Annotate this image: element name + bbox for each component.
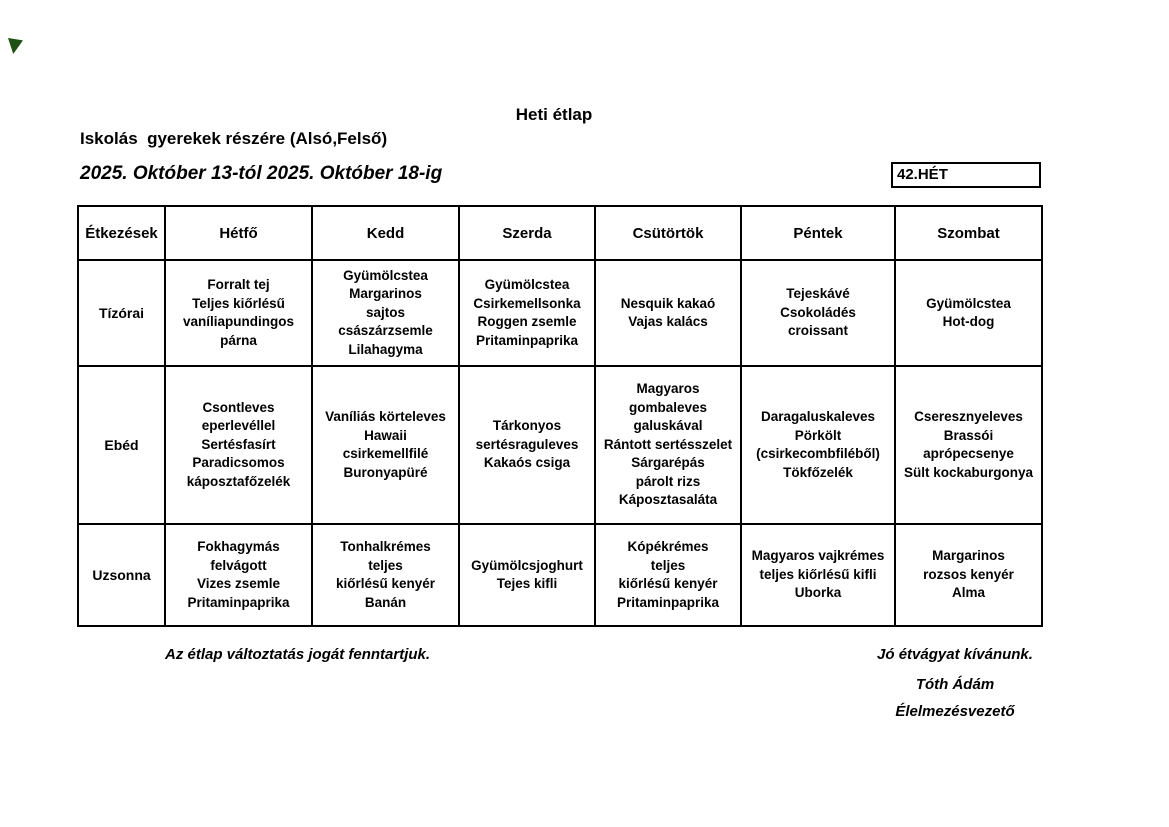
menu-cell: Tonhalkrémes teljes kiőrlésű kenyér Baná… xyxy=(311,523,460,627)
column-header-monday: Hétfő xyxy=(164,205,313,261)
column-header-saturday: Szombat xyxy=(894,205,1043,261)
menu-cell: Gyümölcstea Hot-dog xyxy=(894,259,1043,367)
bon-appetit-note: Jó étvágyat kívánunk. xyxy=(877,646,1033,663)
weekly-menu-table: Étkezések Hétfő Kedd Szerda Csütörtök Pé… xyxy=(77,205,1043,627)
menu-cell: Vaníliás körteleves Hawaii csirkemellfil… xyxy=(311,365,460,525)
meal-row-label: Uzsonna xyxy=(77,523,166,627)
menu-cell: Magyaros vajkrémes teljes kiőrlésű kifli… xyxy=(740,523,896,627)
page-title: Heti étlap xyxy=(515,105,593,124)
table-header-row: Étkezések Hétfő Kedd Szerda Csütörtök Pé… xyxy=(77,205,1043,261)
corner-marker-icon xyxy=(8,38,23,54)
menu-cell: Gyümölcsjoghurt Tejes kifli xyxy=(458,523,596,627)
signature-title: Élelmezésvezető xyxy=(895,703,1015,720)
column-header-thursday: Csütörtök xyxy=(594,205,742,261)
menu-cell: Gyümölcstea Csirkemellsonka Roggen zseml… xyxy=(458,259,596,367)
signature-name: Tóth Ádám xyxy=(915,676,995,693)
menu-cell: Daragaluskaleves Pörkölt (csirkecombfilé… xyxy=(740,365,896,525)
week-number-badge: 42.HÉT xyxy=(891,162,1041,188)
menu-cell: Nesquik kakaó Vajas kalács xyxy=(594,259,742,367)
menu-cell: Fokhagymás felvágott Vizes zsemle Pritam… xyxy=(164,523,313,627)
menu-cell: Tárkonyos sertésraguleves Kakaós csiga xyxy=(458,365,596,525)
change-rights-note: Az étlap változtatás jogát fenntartjuk. xyxy=(165,646,431,663)
column-header-friday: Péntek xyxy=(740,205,896,261)
menu-cell: Margarinos rozsos kenyér Alma xyxy=(894,523,1043,627)
meal-row-label: Tízórai xyxy=(77,259,166,367)
table-row-morning-snack: Tízórai Forralt tej Teljes kiőrlésű vaní… xyxy=(77,259,1043,367)
menu-cell: Csontleves eperlevéllel Sertésfasírt Par… xyxy=(164,365,313,525)
menu-cell: Kópékrémes teljes kiőrlésű kenyér Pritam… xyxy=(594,523,742,627)
table-row-afternoon-snack: Uzsonna Fokhagymás felvágott Vizes zseml… xyxy=(77,523,1043,627)
menu-cell: Forralt tej Teljes kiőrlésű vaníliapundi… xyxy=(164,259,313,367)
audience-subtitle: Iskolás gyerekek részére (Alsó,Felső) xyxy=(80,129,388,148)
menu-cell: Tejeskávé Csokoládés croissant xyxy=(740,259,896,367)
column-header-tuesday: Kedd xyxy=(311,205,460,261)
column-header-meals: Étkezések xyxy=(77,205,166,261)
date-range: 2025. Október 13-tól 2025. Október 18-ig xyxy=(80,163,443,184)
signature-block: Jó étvágyat kívánunk. Tóth Ádám Élelmezé… xyxy=(845,646,1065,720)
column-header-wednesday: Szerda xyxy=(458,205,596,261)
menu-cell: Cseresznyeleves Brassói aprópecsenye Sül… xyxy=(894,365,1043,525)
menu-cell: Magyaros gombaleves galuskával Rántott s… xyxy=(594,365,742,525)
meal-row-label: Ebéd xyxy=(77,365,166,525)
menu-cell: Gyümölcstea Margarinos sajtos császárzse… xyxy=(311,259,460,367)
table-row-lunch: Ebéd Csontleves eperlevéllel Sertésfasír… xyxy=(77,365,1043,525)
